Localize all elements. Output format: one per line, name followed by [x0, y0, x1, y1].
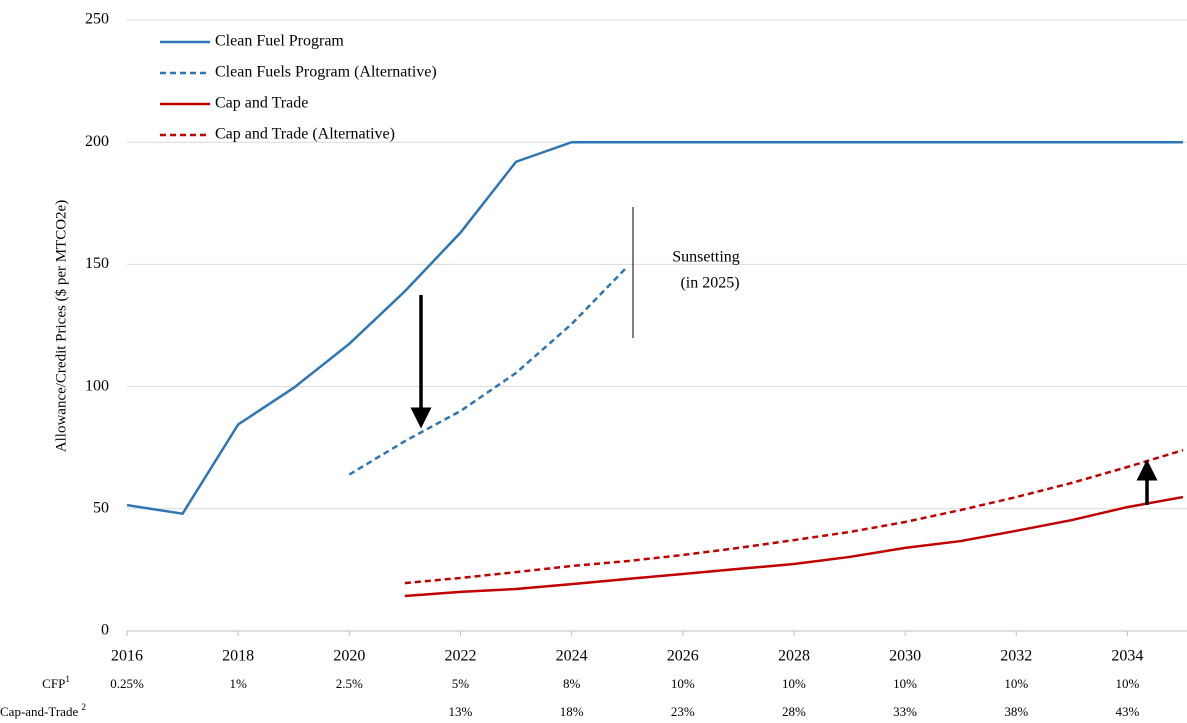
row-cell: 8%	[563, 676, 581, 691]
x-tick-label: 2028	[778, 648, 810, 665]
row-cell: 38%	[1004, 704, 1028, 719]
row-cell: 10%	[782, 676, 806, 691]
row-cell: 10%	[671, 676, 695, 691]
row-cell: 28%	[782, 704, 806, 719]
row-cell: 10%	[1004, 676, 1028, 691]
x-tick-label: 2032	[1000, 648, 1032, 665]
bottom-rows: CFP1 0.25% 1% 2.5% 5% 8% 10% 10% 10% 10% 10% Cap-an…	[0, 674, 1139, 719]
x-tick-label: 2034	[1111, 648, 1143, 665]
row-cell: 18%	[560, 704, 584, 719]
x-tick-label: 2020	[333, 648, 365, 665]
x-tick-label: 2016	[111, 648, 143, 665]
x-tick-label: 2018	[222, 648, 254, 665]
legend-label: Cap and Trade (Alternative)	[215, 126, 395, 143]
row-cell: 10%	[1115, 676, 1139, 691]
y-tick-label: 150	[85, 255, 109, 272]
row-cell: 33%	[893, 704, 917, 719]
y-tick-label: 50	[93, 499, 109, 516]
y-axis-label: Allowance/Credit Prices ($ per MTCO2e)	[53, 200, 69, 452]
row-label: Cap-and-Trade 2	[0, 702, 86, 719]
annotation: Sunsetting	[672, 249, 740, 266]
x-tick-label: 2022	[444, 648, 476, 665]
y-tick-label: 200	[85, 133, 109, 150]
y-tick-label: 250	[85, 11, 109, 28]
legend-label: Clean Fuels Program (Alternative)	[215, 64, 437, 81]
row-label: CFP1	[42, 674, 70, 691]
row-label-sup: 2	[81, 702, 86, 712]
series-line	[126, 140, 1183, 516]
legend-label: Clean Fuel Program	[215, 33, 344, 50]
x-tick-label: 2024	[556, 648, 588, 665]
legend-label: Cap and Trade	[215, 95, 308, 112]
series-line	[348, 265, 629, 476]
row-cell: 1%	[229, 676, 247, 691]
legend: Clean Fuel Program Clean Fuels Program (A…	[160, 33, 437, 143]
x-tick-label: 2030	[889, 648, 921, 665]
row-label-sup: 1	[65, 674, 70, 684]
row-cell: 10%	[893, 676, 917, 691]
row-cell: 0.25%	[110, 676, 144, 691]
x-tick-label: 2026	[667, 648, 699, 665]
y-tick-label: 100	[85, 377, 109, 394]
series-line	[404, 448, 1184, 585]
y-tick-label: 0	[101, 622, 109, 639]
annotation: (in 2025)	[680, 275, 739, 292]
row-cell: 13%	[449, 704, 473, 719]
row-label-text: CFP	[42, 676, 65, 691]
row-cell: 43%	[1115, 704, 1139, 719]
row-cell: 2.5%	[336, 676, 363, 691]
lines	[126, 140, 1184, 598]
row-cell: 23%	[671, 704, 695, 719]
series-line	[404, 495, 1184, 598]
row-cell: 5%	[452, 676, 470, 691]
grid: 0 50 100 150 200 250 2016 2018 2020 2022 2024 2026 2…	[85, 11, 1187, 665]
row-label-text: Cap-and-Trade	[0, 704, 81, 719]
